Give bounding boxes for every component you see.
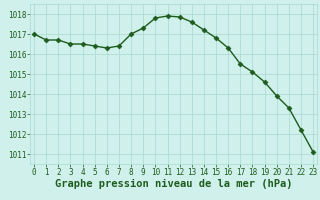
X-axis label: Graphe pression niveau de la mer (hPa): Graphe pression niveau de la mer (hPa) (55, 179, 292, 189)
